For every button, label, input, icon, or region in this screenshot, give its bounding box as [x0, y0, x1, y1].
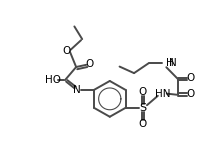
Text: N: N: [73, 85, 81, 95]
Text: H: H: [166, 58, 173, 68]
Text: O: O: [186, 89, 194, 99]
Text: HN: HN: [155, 89, 171, 99]
Text: O: O: [62, 46, 70, 56]
Text: O: O: [186, 73, 194, 83]
Text: O: O: [86, 59, 94, 69]
Text: HO: HO: [45, 75, 61, 85]
Text: S: S: [139, 103, 146, 113]
Text: N: N: [169, 58, 177, 68]
Text: O: O: [139, 118, 147, 129]
Text: O: O: [139, 87, 147, 97]
